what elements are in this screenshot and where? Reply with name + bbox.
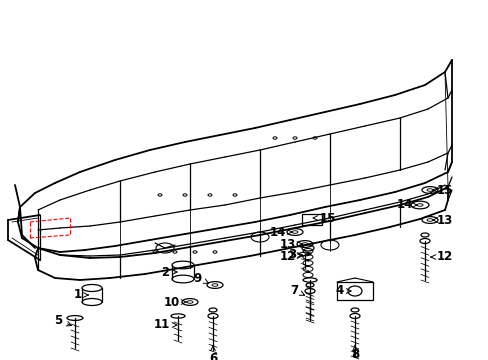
Text: 14: 14 [269, 225, 291, 238]
Text: 12: 12 [430, 251, 452, 264]
Text: 6: 6 [208, 346, 217, 360]
Text: 9: 9 [193, 271, 208, 284]
Text: 15: 15 [312, 211, 336, 225]
Text: 5: 5 [54, 314, 71, 327]
Text: 13: 13 [279, 238, 302, 251]
Text: 10: 10 [163, 296, 186, 309]
Text: 12: 12 [279, 249, 302, 262]
Text: 13: 13 [432, 213, 452, 226]
Text: 1: 1 [74, 288, 88, 302]
Text: 2: 2 [161, 266, 177, 279]
Bar [336, 282, 372, 300]
Text: 3: 3 [287, 248, 302, 261]
Text: 14: 14 [396, 198, 416, 211]
Text: 11: 11 [154, 319, 177, 332]
Bar [302, 214, 321, 225]
Text: 4: 4 [335, 284, 350, 297]
Text: 7: 7 [289, 284, 304, 297]
Text: 15: 15 [432, 184, 452, 197]
Text: 8: 8 [350, 346, 358, 360]
